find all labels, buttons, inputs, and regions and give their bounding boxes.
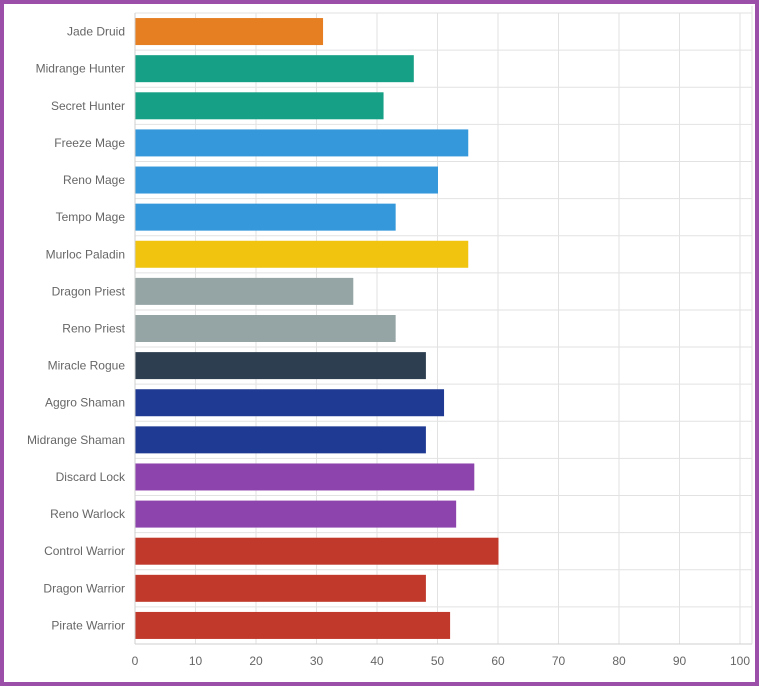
y-tick-label: Pirate Warrior (51, 618, 125, 632)
bar-jade-druid (135, 18, 324, 46)
bar-midrange-shaman (135, 426, 426, 454)
bar-aggro-shaman (135, 389, 445, 417)
bar-miracle-rogue (135, 352, 426, 380)
y-tick-label: Freeze Mage (54, 136, 125, 150)
x-tick-label: 80 (612, 654, 626, 668)
bar-secret-hunter (135, 92, 384, 120)
bar-reno-priest (135, 315, 396, 342)
y-tick-label: Discard Lock (56, 470, 126, 484)
y-tick-label: Jade Druid (67, 25, 125, 39)
y-tick-label: Tempo Mage (56, 210, 126, 224)
y-tick-label: Dragon Priest (52, 284, 126, 298)
bar-control-warrior (135, 537, 499, 565)
x-tick-label: 0 (132, 654, 139, 668)
bar-dragon-priest (135, 277, 354, 305)
x-tick-label: 40 (370, 654, 384, 668)
y-tick-label: Secret Hunter (51, 99, 125, 113)
y-tick-label: Miracle Rogue (48, 359, 126, 373)
x-tick-label: 20 (249, 654, 263, 668)
y-tick-label: Dragon Warrior (43, 581, 125, 595)
y-tick-label: Midrange Hunter (36, 62, 125, 76)
x-tick-label: 70 (552, 654, 566, 668)
bar-dragon-warrior (135, 574, 426, 602)
x-tick-label: 60 (491, 654, 505, 668)
y-tick-label: Reno Mage (63, 173, 125, 187)
bar-midrange-hunter (135, 55, 414, 83)
y-tick-label: Reno Warlock (50, 507, 126, 521)
bar-reno-warlock (135, 500, 457, 528)
x-tick-label: 90 (673, 654, 687, 668)
bar-freeze-mage (135, 129, 469, 157)
x-tick-label: 30 (310, 654, 324, 668)
y-tick-label: Murloc Paladin (46, 247, 125, 261)
x-tick-labels: 0 10 20 30 40 50 60 70 80 90 100 (132, 654, 751, 668)
x-tick-label: 100 (730, 654, 750, 668)
x-tick-label: 50 (431, 654, 445, 668)
bar-tempo-mage (135, 203, 396, 231)
y-tick-label: Reno Priest (62, 322, 125, 336)
y-tick-label: Aggro Shaman (45, 396, 125, 410)
bars (135, 18, 499, 639)
x-tick-label: 10 (189, 654, 203, 668)
y-tick-label: Midrange Shaman (27, 433, 125, 447)
y-tick-label: Control Warrior (44, 544, 125, 558)
bar-murloc-paladin (135, 240, 469, 268)
y-tick-labels: Jade Druid Midrange Hunter Secret Hunter Fr… (27, 25, 126, 633)
bar-discard-lock (135, 463, 475, 491)
bar-pirate-warrior (135, 611, 451, 639)
bar-reno-mage (135, 166, 438, 194)
